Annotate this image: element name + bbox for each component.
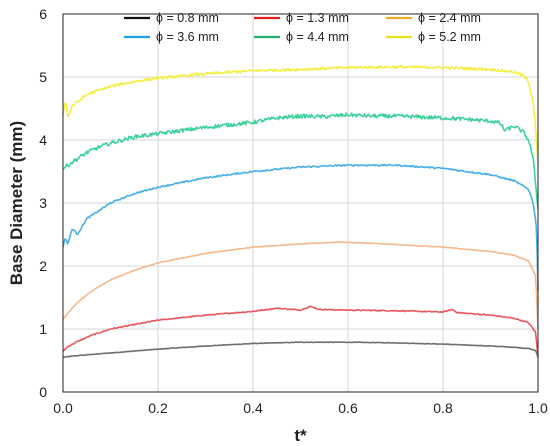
x-tick-label: 0.4 (243, 400, 263, 416)
y-tick-label: 0 (39, 384, 47, 400)
grid-lines (63, 14, 538, 392)
series-lines (62, 65, 539, 359)
legend-label: ϕ = 2.4 mm (418, 11, 481, 25)
series-line (62, 65, 539, 166)
y-axis-ticks: 0 1 2 3 4 5 6 (39, 6, 47, 400)
y-tick-label: 5 (39, 69, 47, 85)
x-tick-label: 0.0 (53, 400, 73, 416)
y-tick-label: 6 (39, 6, 47, 22)
x-tick-label: 0.6 (338, 400, 358, 416)
y-axis-title: Base Diameter (mm) (7, 121, 26, 285)
legend-label: ϕ = 5.2 mm (418, 30, 481, 44)
y-tick-label: 1 (39, 321, 47, 337)
y-tick-label: 4 (39, 132, 47, 148)
legend-label: ϕ = 0.8 mm (156, 11, 219, 25)
series-line (62, 241, 539, 330)
series-line (62, 341, 539, 359)
series-line (62, 305, 539, 358)
plot-frame (62, 13, 539, 393)
series-line (62, 112, 539, 210)
y-tick-label: 2 (39, 258, 47, 274)
x-axis-ticks: 0.0 0.2 0.4 0.6 0.8 1.0 (53, 400, 548, 416)
legend-label: ϕ = 1.3 mm (286, 11, 349, 25)
legend-label: ϕ = 4.4 mm (286, 30, 349, 44)
legend-label: ϕ = 3.6 mm (156, 30, 219, 44)
legend: ϕ = 0.8 mm ϕ = 1.3 mm ϕ = 2.4 mm ϕ = 3.6 mm… (124, 11, 481, 44)
y-tick-label: 3 (39, 195, 47, 211)
x-tick-label: 1.0 (528, 400, 548, 416)
x-tick-label: 0.2 (148, 400, 168, 416)
x-tick-label: 0.8 (433, 400, 453, 416)
series-line (62, 163, 539, 292)
x-axis-title: t* (294, 426, 307, 445)
